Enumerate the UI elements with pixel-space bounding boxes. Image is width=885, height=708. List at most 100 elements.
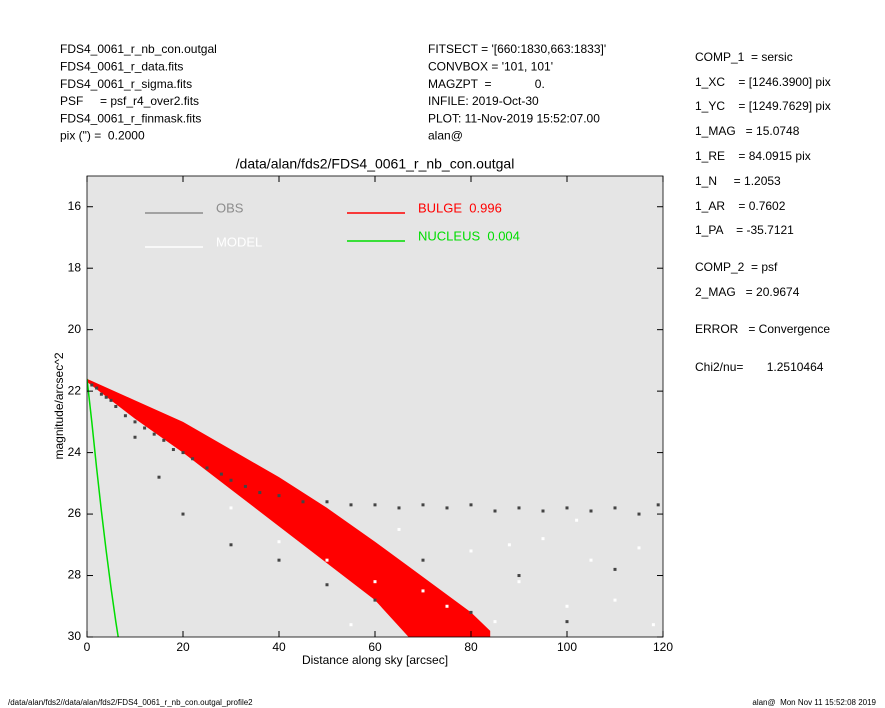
data-point (517, 506, 521, 510)
side-panel-line: 1_AR = 0.7602 (695, 199, 786, 213)
side-panel-line: 1_XC = [1246.3900] pix (695, 75, 831, 89)
data-point (277, 558, 281, 562)
header-left-line: FDS4_0061_r_finmask.fits (60, 111, 201, 125)
data-point (517, 580, 521, 584)
data-point (613, 567, 617, 571)
side-panel-line: COMP_2 = psf (695, 260, 778, 274)
data-point (181, 512, 185, 516)
header-middle-line: CONVBOX = '101, 101' (428, 59, 553, 73)
data-point (565, 620, 569, 624)
data-point (258, 491, 262, 495)
data-point (589, 558, 593, 562)
x-tick-label: 0 (84, 640, 91, 654)
data-point (325, 500, 329, 504)
footer-left: /data/alan/fds2//data/alan/fds2/FDS4_006… (8, 698, 253, 707)
y-tick-label: 16 (68, 199, 82, 213)
data-point (517, 574, 521, 578)
y-tick-label: 30 (68, 629, 82, 643)
data-point (181, 451, 185, 455)
data-point (229, 506, 233, 510)
side-panel-line: 1_YC = [1249.7629] pix (695, 99, 831, 113)
data-point (656, 503, 660, 507)
header-left-line: PSF = psf_r4_over2.fits (60, 94, 199, 108)
data-point (123, 414, 127, 418)
y-tick-label: 24 (68, 445, 82, 459)
legend-label: NUCLEUS 0.004 (418, 228, 520, 243)
side-panel-line: COMP_1 = sersic (695, 50, 793, 64)
x-tick-label: 60 (368, 640, 382, 654)
x-tick-label: 100 (557, 640, 577, 654)
header-middle-line: MAGZPT = 0. (428, 77, 545, 91)
data-point (589, 509, 593, 513)
data-point (541, 509, 545, 513)
x-tick-label: 80 (464, 640, 478, 654)
side-panel-line: 2_MAG = 20.9674 (695, 285, 800, 299)
data-point (143, 426, 147, 430)
data-point (277, 540, 281, 544)
y-tick-label: 26 (68, 506, 82, 520)
data-point (243, 484, 247, 488)
data-point (613, 598, 617, 602)
x-axis-label: Distance along sky [arcsec] (302, 653, 448, 667)
data-point (397, 506, 401, 510)
data-point (373, 598, 377, 602)
legend-label: OBS (216, 200, 244, 215)
data-point (507, 543, 511, 547)
data-point (152, 432, 156, 436)
data-point (229, 478, 233, 482)
chart-title: /data/alan/fds2/FDS4_0061_r_nb_con.outga… (236, 156, 515, 172)
side-panel-line: 1_MAG = 15.0748 (695, 124, 800, 138)
y-axis-label: magnitude/arcsec^2 (52, 352, 66, 459)
data-point (229, 543, 233, 547)
data-point (469, 610, 473, 614)
header-middle-line: alan@ (428, 129, 463, 143)
nucleus-line (87, 378, 119, 637)
header-middle-line: FITSECT = '[660:1830,663:1833]' (428, 42, 606, 56)
side-panel-line: 1_PA = -35.7121 (695, 223, 794, 237)
data-point (565, 604, 569, 608)
footer-right: alan@ Mon Nov 11 15:52:08 2019 (752, 698, 876, 707)
data-point (301, 500, 305, 504)
data-point (205, 466, 209, 470)
x-tick-label: 120 (653, 640, 673, 654)
data-point (109, 398, 113, 402)
data-point (651, 623, 655, 627)
data-point (565, 506, 569, 510)
y-tick-label: 20 (68, 322, 82, 336)
data-point (493, 509, 497, 513)
side-panel-line: ERROR = Convergence (695, 322, 830, 336)
data-point (421, 589, 425, 593)
data-point (397, 527, 401, 531)
data-point (445, 506, 449, 510)
data-point (469, 549, 473, 553)
data-point (445, 604, 449, 608)
header-left-line: FDS4_0061_r_data.fits (60, 59, 183, 73)
data-point (90, 383, 94, 387)
header-left-line: FDS4_0061_r_nb_con.outgal (60, 42, 217, 56)
data-point (171, 448, 175, 452)
data-point (637, 546, 641, 550)
data-point (613, 506, 617, 510)
side-panel-line: Chi2/nu= 1.2510464 (695, 360, 824, 374)
data-point (219, 472, 223, 476)
data-point (133, 420, 137, 424)
data-point (421, 503, 425, 507)
data-point (493, 620, 497, 624)
data-point (469, 503, 473, 507)
bulge-band (87, 378, 491, 637)
data-point (373, 503, 377, 507)
plot-area (87, 378, 660, 637)
data-point (162, 438, 166, 442)
data-point (421, 558, 425, 562)
x-tick-label: 20 (176, 640, 190, 654)
data-point (325, 583, 329, 587)
data-point (191, 457, 195, 461)
data-point (157, 475, 161, 479)
data-point (541, 537, 545, 541)
legend-label: BULGE 0.996 (418, 200, 502, 215)
data-point (277, 494, 281, 498)
data-point (99, 392, 103, 396)
x-tick-label: 40 (272, 640, 286, 654)
data-point (133, 435, 137, 439)
